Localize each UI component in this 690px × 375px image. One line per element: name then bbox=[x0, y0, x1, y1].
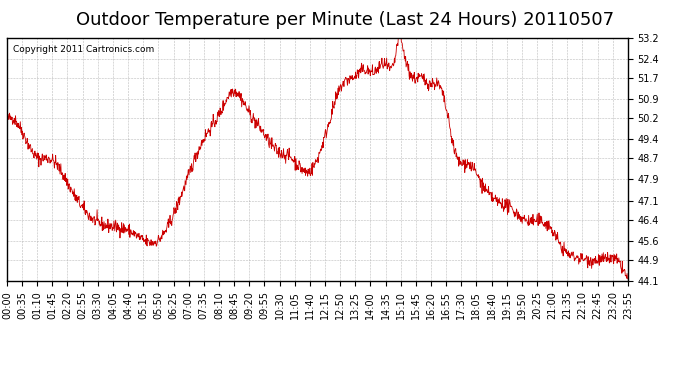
Text: Copyright 2011 Cartronics.com: Copyright 2011 Cartronics.com bbox=[13, 45, 155, 54]
Text: Outdoor Temperature per Minute (Last 24 Hours) 20110507: Outdoor Temperature per Minute (Last 24 … bbox=[76, 11, 614, 29]
